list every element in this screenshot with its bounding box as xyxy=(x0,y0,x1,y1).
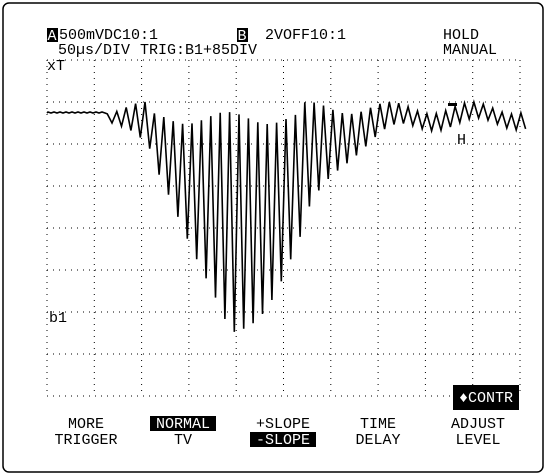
softkey-top[interactable]: NORMAL xyxy=(156,416,210,433)
softkey-highlight[interactable] xyxy=(250,432,316,447)
softkey-bottom[interactable]: TRIGGER xyxy=(54,432,117,449)
waveform xyxy=(46,99,527,332)
level-marker: H xyxy=(457,132,466,149)
softkey-top[interactable]: TIME xyxy=(360,416,396,433)
timebase: 50µs/DIV xyxy=(58,42,130,59)
level-indicator xyxy=(448,103,457,106)
softkey-highlight[interactable] xyxy=(150,416,216,431)
channel-a-badge xyxy=(47,28,58,42)
softkey-top[interactable]: +SLOPE xyxy=(256,416,310,433)
channel-a-setting: 500mVDC10:1 xyxy=(59,27,158,44)
contrast-box[interactable] xyxy=(453,385,519,410)
softkey-bottom[interactable]: TV xyxy=(174,432,192,449)
trigger: TRIG:B1+85DIV xyxy=(140,42,257,59)
mode: HOLD xyxy=(443,27,479,44)
channel-b-setting: 2VOFF10:1 xyxy=(265,27,346,44)
softkey-top[interactable]: MORE xyxy=(68,416,104,433)
trigger-marker: xT xyxy=(47,58,65,75)
channel-a-label: A xyxy=(48,28,57,45)
softkey-top[interactable]: ADJUST xyxy=(451,416,505,433)
channel-b-marker: b1 xyxy=(49,310,67,327)
softkey-bottom[interactable]: DELAY xyxy=(355,432,400,449)
contrast-label[interactable]: ♦CONTR xyxy=(459,390,513,407)
softkey-bottom[interactable]: LEVEL xyxy=(455,432,500,449)
channel-b-badge xyxy=(237,28,248,42)
range: MANUAL xyxy=(443,42,497,59)
channel-b-label: B xyxy=(238,28,247,45)
softkey-bottom[interactable]: -SLOPE xyxy=(256,432,310,449)
